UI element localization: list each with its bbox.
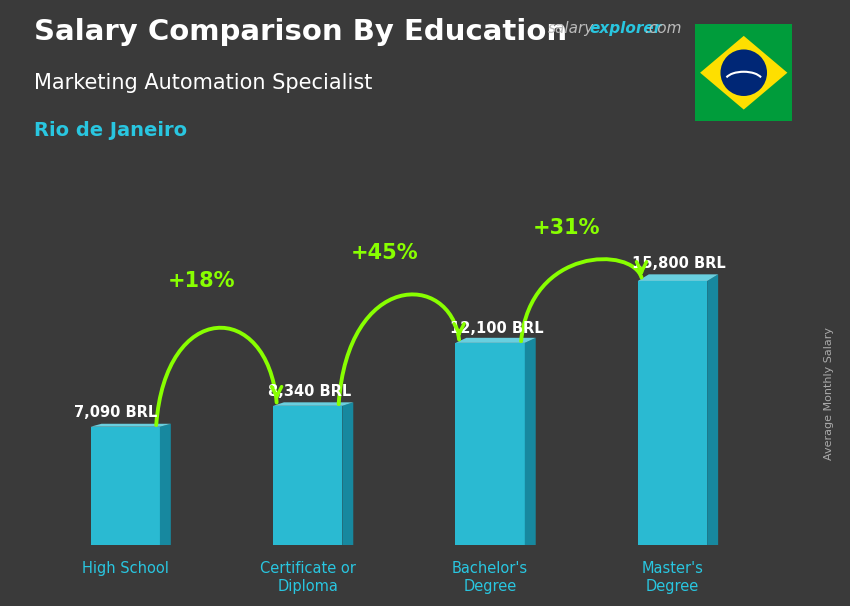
Polygon shape: [91, 427, 160, 545]
Polygon shape: [456, 338, 536, 343]
Polygon shape: [160, 424, 171, 545]
Polygon shape: [343, 402, 354, 545]
Text: explorer: explorer: [589, 21, 661, 36]
Text: Salary Comparison By Education: Salary Comparison By Education: [34, 18, 567, 46]
Text: Marketing Automation Specialist: Marketing Automation Specialist: [34, 73, 372, 93]
Polygon shape: [273, 406, 343, 545]
Polygon shape: [638, 281, 707, 545]
Polygon shape: [273, 402, 354, 406]
Text: 15,800 BRL: 15,800 BRL: [632, 256, 726, 271]
Text: +45%: +45%: [350, 243, 418, 263]
Polygon shape: [456, 343, 524, 545]
Polygon shape: [524, 338, 536, 545]
Text: +31%: +31%: [533, 218, 600, 238]
Polygon shape: [91, 424, 171, 427]
Text: 8,340 BRL: 8,340 BRL: [268, 384, 351, 399]
Polygon shape: [707, 275, 718, 545]
Polygon shape: [700, 36, 787, 110]
Text: .com: .com: [644, 21, 682, 36]
Text: salary: salary: [548, 21, 594, 36]
Text: Rio de Janeiro: Rio de Janeiro: [34, 121, 187, 140]
Circle shape: [721, 50, 767, 96]
Text: 12,100 BRL: 12,100 BRL: [450, 321, 544, 336]
Text: 7,090 BRL: 7,090 BRL: [74, 405, 157, 420]
Text: +18%: +18%: [168, 271, 235, 291]
Text: Average Monthly Salary: Average Monthly Salary: [824, 327, 834, 461]
Polygon shape: [638, 275, 718, 281]
